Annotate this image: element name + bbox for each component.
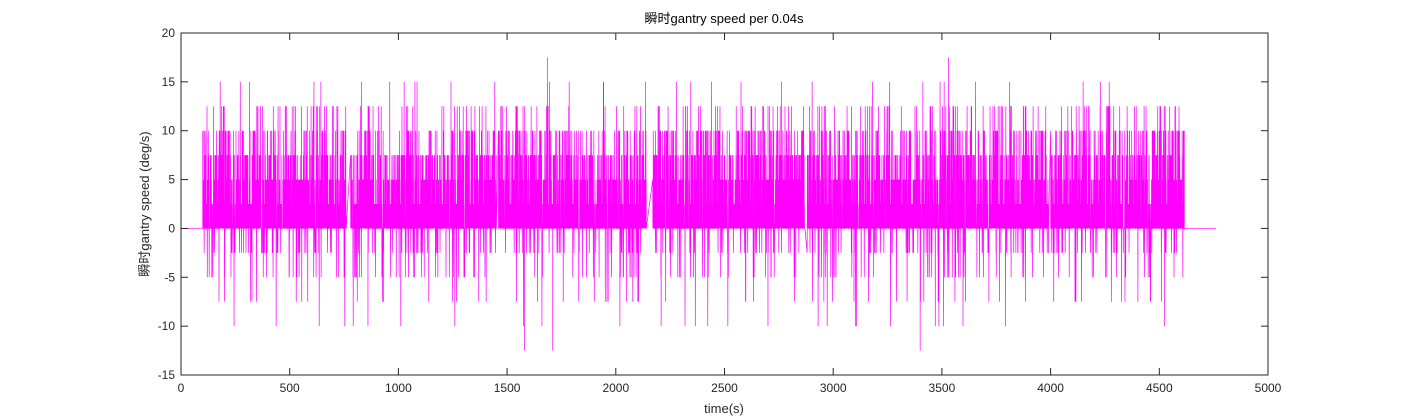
series-layer: [181, 57, 1216, 351]
y-tick-label: 0: [168, 221, 175, 235]
x-tick-label: 3500: [929, 381, 956, 395]
x-tick-label: 2500: [711, 381, 738, 395]
x-tick-label: 3000: [820, 381, 847, 395]
x-tick-label: 500: [280, 381, 300, 395]
y-tick-label: 20: [162, 26, 176, 40]
chart-title: 瞬时gantry speed per 0.04s: [645, 11, 804, 26]
y-axis-label: 瞬时gantry speed (deg/s): [137, 131, 152, 276]
y-tick-label: -15: [158, 368, 176, 382]
x-tick-label: 4500: [1146, 381, 1173, 395]
y-tick-label: 10: [162, 124, 176, 138]
y-tick-label: -10: [158, 319, 176, 333]
axes-layer: 0 500 1000 1500 2000 2500 3000 3500 4000 4500 5000…: [158, 26, 1282, 395]
x-axis-label: time(s): [704, 401, 744, 416]
series-line: [181, 57, 1216, 351]
x-tick-label: 1000: [385, 381, 412, 395]
y-tick-label: 15: [162, 75, 176, 89]
x-tick-label: 1500: [494, 381, 521, 395]
x-tick-label: 4000: [1037, 381, 1064, 395]
x-tick-label: 0: [178, 381, 185, 395]
y-tick-label: 5: [168, 173, 175, 187]
x-tick-label: 5000: [1255, 381, 1282, 395]
y-tick-label: -5: [164, 270, 175, 284]
x-tick-label: 2000: [602, 381, 629, 395]
